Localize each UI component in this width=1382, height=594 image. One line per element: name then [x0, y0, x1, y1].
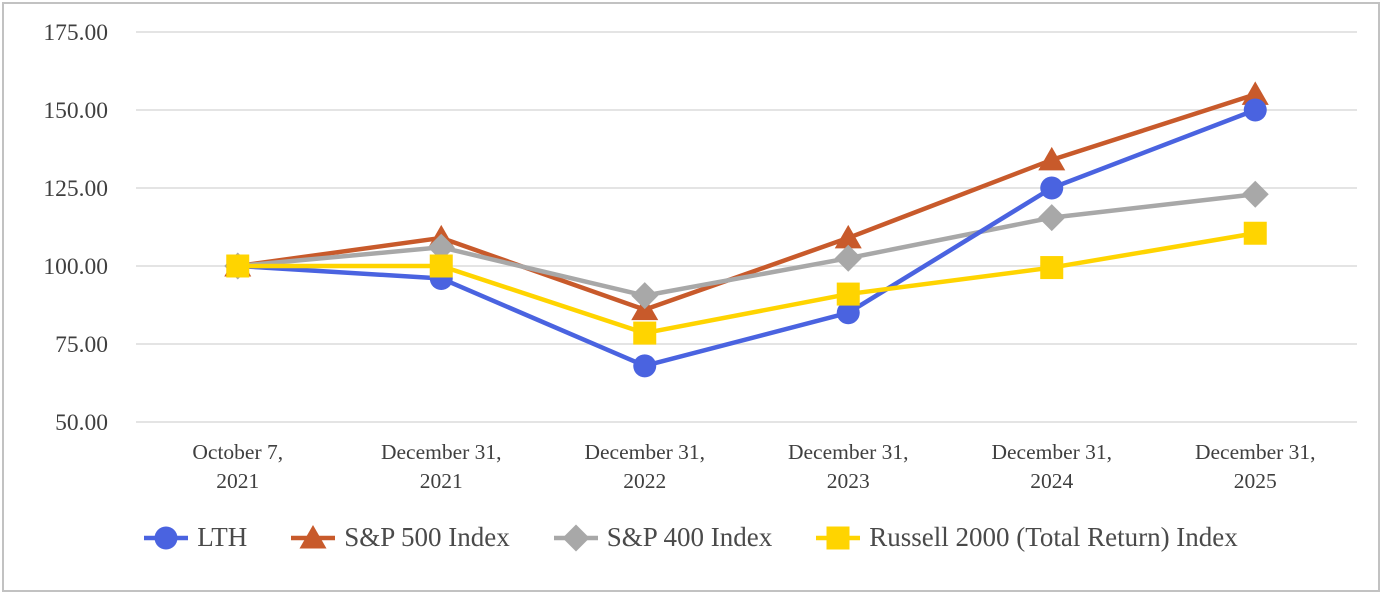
series-line	[235, 230, 1258, 336]
legend-item-sp500: S&P 500 Index	[291, 522, 510, 553]
legend-label-russell2000: Russell 2000 (Total Return) Index	[869, 522, 1238, 552]
series-line	[235, 92, 1258, 312]
diamond-marker	[834, 244, 862, 272]
circle-marker	[836, 301, 860, 325]
circle-marker	[1040, 176, 1064, 200]
y-axis-tick-label: 75.00	[55, 332, 108, 358]
legend-label-sp500: S&P 500 Index	[344, 522, 510, 552]
series-s-p-400-index	[224, 180, 1269, 310]
square-marker	[1040, 256, 1064, 280]
series-russell-2000-total-return-index	[226, 221, 1267, 345]
x-axis-tick-label: December 31, 2023	[788, 440, 909, 493]
legend-item-lth: LTH	[144, 522, 247, 553]
x-axis-tick-label: October 7, 2021	[192, 440, 283, 493]
sp500-triangle-marker-icon	[291, 524, 336, 548]
series-line	[235, 107, 1258, 369]
square-marker	[836, 282, 860, 306]
circle-marker	[1243, 98, 1267, 122]
triangle-marker	[299, 524, 327, 548]
lth-circle-marker-icon	[144, 526, 189, 549]
diamond-marker	[631, 282, 659, 310]
legend-item-sp400: S&P 400 Index	[553, 522, 773, 553]
circle-marker	[633, 354, 657, 378]
y-axis-tick-label: 175.00	[43, 20, 108, 46]
y-axis-tick-label: 150.00	[43, 98, 108, 124]
square-marker	[826, 526, 850, 549]
square-marker	[633, 321, 657, 345]
series-line	[235, 191, 1258, 298]
diamond-marker	[427, 233, 455, 261]
legend-item-russell2000: Russell 2000 (Total Return) Index	[816, 522, 1238, 553]
triangle-marker	[1038, 146, 1066, 171]
series-s-p-500-index	[224, 81, 1269, 321]
sp400-diamond-marker-icon	[553, 524, 598, 551]
y-axis-tick-label: 100.00	[43, 254, 108, 280]
square-marker	[226, 254, 250, 278]
diamond-marker	[1241, 180, 1269, 208]
triangle-marker	[1241, 81, 1269, 105]
x-axis-tick-label: December 31, 2021	[381, 440, 502, 493]
x-axis-tick-label: December 31, 2025	[1195, 440, 1316, 493]
x-axis-tick-label: December 31, 2022	[584, 440, 705, 493]
diamond-marker	[1038, 204, 1066, 232]
legend-label-lth: LTH	[197, 522, 248, 552]
chart-legend: LTH S&P 500 Index S&P 400 Index Russell …	[4, 522, 1378, 553]
square-marker	[1243, 221, 1267, 245]
legend-label-sp400: S&P 400 Index	[606, 522, 773, 552]
diamond-marker	[562, 524, 590, 551]
russell2000-square-marker-icon	[816, 526, 861, 549]
performance-line-chart: 175.00 150.00 125.00 100.00 75.00 50.00 Octobe…	[43, 20, 1357, 493]
circle-marker	[154, 526, 178, 549]
x-axis-tick-label: December 31, 2024	[991, 440, 1112, 493]
triangle-marker	[834, 224, 862, 249]
y-axis-tick-label: 125.00	[43, 176, 108, 202]
y-axis-tick-label: 50.00	[55, 410, 108, 436]
square-marker	[429, 254, 453, 278]
